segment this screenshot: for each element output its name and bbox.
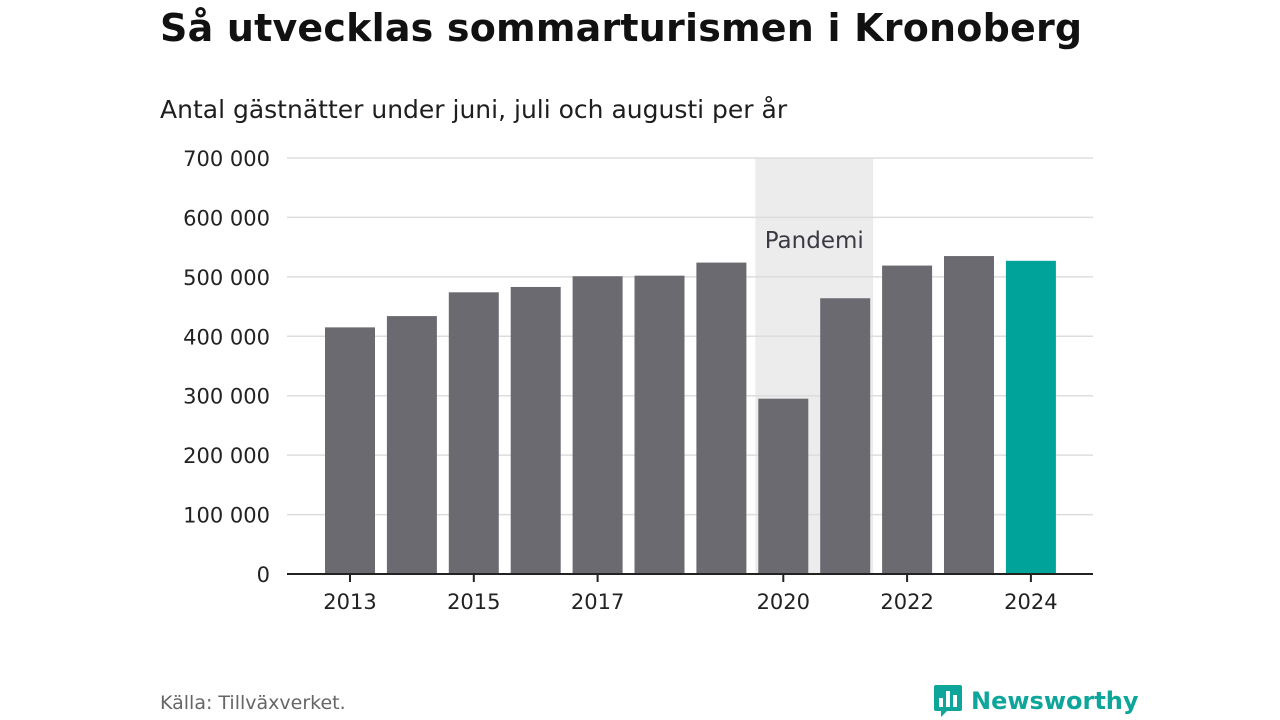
x-tick-label: 2024	[1004, 590, 1057, 614]
bar-2022[interactable]	[882, 265, 933, 574]
bar-2018[interactable]	[634, 275, 685, 574]
x-tick-label: 2015	[447, 590, 500, 614]
brand-name: Newsworthy	[971, 687, 1139, 715]
y-tick-label: 0	[257, 563, 270, 587]
bar-2014[interactable]	[386, 316, 437, 574]
x-tick-label: 2017	[571, 590, 624, 614]
bar-2015[interactable]	[448, 292, 499, 574]
x-axis	[287, 573, 1093, 582]
bar-2019[interactable]	[696, 262, 747, 574]
source-note: Källa: Tillväxverket.	[160, 692, 346, 714]
y-tick-label: 700 000	[183, 147, 270, 171]
x-tick-label: 2013	[323, 590, 376, 614]
chart-subtitle: Antal gästnätter under juni, juli och au…	[160, 95, 788, 124]
x-axis-ticks: 2013 2015 2017 2020 2022 2024	[323, 590, 1057, 614]
bar-2023[interactable]	[944, 256, 994, 574]
newsworthy-logo[interactable]: Newsworthy	[933, 683, 1139, 719]
x-tick-label: 2020	[757, 590, 810, 614]
bar-chart: Pandemi 0 100 000 200 000 300 000 400 000 500…	[183, 147, 1093, 614]
y-tick-label: 500 000	[183, 266, 270, 290]
pandemic-label: Pandemi	[765, 228, 864, 254]
y-tick-label: 200 000	[183, 444, 270, 468]
bar-2021[interactable]	[820, 298, 871, 574]
y-tick-label: 600 000	[183, 206, 270, 230]
chart-title: Så utvecklas sommarturismen i Kronoberg	[160, 6, 1083, 50]
bars	[325, 256, 1056, 574]
bar-2024[interactable]	[1005, 260, 1056, 574]
x-tick-label: 2022	[880, 590, 933, 614]
y-tick-label: 300 000	[183, 385, 270, 409]
bar-2020[interactable]	[758, 398, 809, 574]
bar-chart-speech-bubble-icon	[934, 685, 962, 717]
y-tick-label: 400 000	[183, 325, 270, 349]
bar-2017[interactable]	[572, 276, 623, 574]
bar-2013[interactable]	[325, 327, 375, 574]
y-tick-label: 100 000	[183, 504, 270, 528]
bar-2016[interactable]	[510, 286, 561, 574]
y-axis-ticks: 0 100 000 200 000 300 000 400 000 500 000 600 …	[183, 147, 270, 587]
